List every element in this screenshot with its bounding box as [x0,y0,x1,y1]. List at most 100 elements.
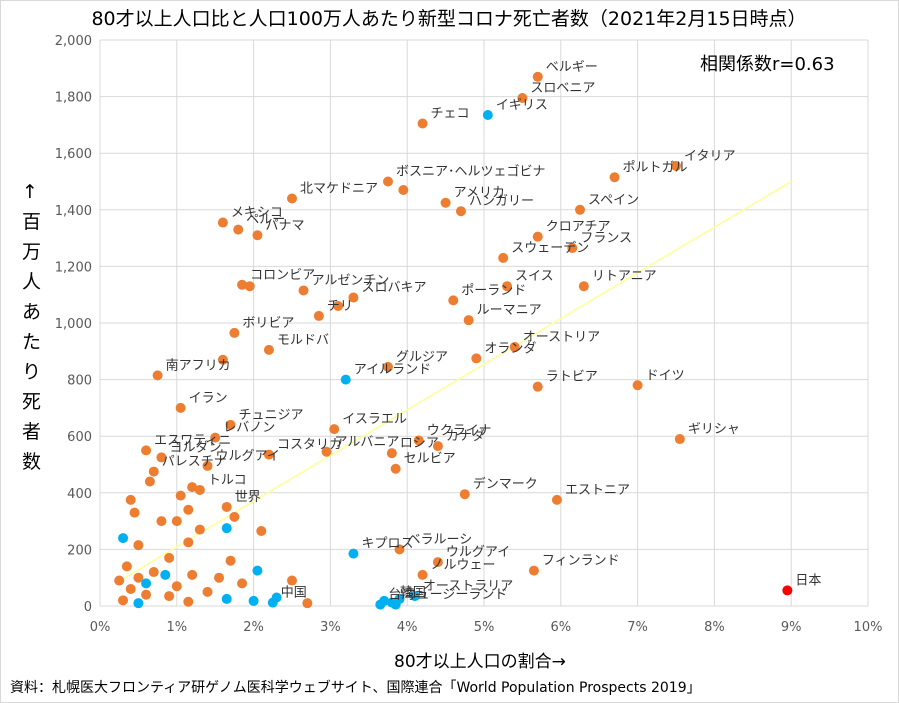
data-point [348,548,359,559]
data-point [194,484,205,495]
point-label: スロベニア [530,81,595,96]
point-label: ロシア [400,436,439,451]
point-label: ボリビア [242,316,294,331]
point-label: リトアニア [592,269,657,284]
data-point [187,482,198,493]
data-point [248,595,259,606]
data-point [141,445,152,456]
point-label: オランダ [484,341,536,356]
data-point [340,374,351,385]
x-tick-label: 8% [704,620,725,635]
data-point [125,494,136,505]
data-point [229,511,240,522]
point-label: ボスニア･ヘルツェゴビナ [396,164,546,180]
data-point [214,572,225,583]
data-point [244,281,255,292]
data-point [459,489,470,500]
data-point [121,561,132,572]
point-label: セルビア [404,452,456,467]
data-point [609,172,620,183]
point-label: 北マケドニア [300,181,378,196]
point-label: スロバキア [361,281,426,296]
data-point [187,569,198,580]
point-label: ベルギー [546,60,598,75]
data-point [432,441,443,452]
y-tick-label: 1,600 [55,147,92,162]
data-point [578,281,589,292]
x-tick-labels: 0% 1% 2% 3% 4% 5% 6% 7% 8% 9% 10% [90,620,883,635]
data-point [532,381,543,392]
point-label: 中国 [281,586,307,601]
point-label: エストニア [565,483,630,498]
y-tick-label: 600 [67,430,92,445]
point-label: ニュージーランド [404,588,508,603]
data-point [133,598,144,609]
data-point [383,176,393,187]
point-label: フランス [580,231,632,246]
data-point [114,575,125,586]
data-point [148,466,159,477]
point-label: ポーランド [461,283,526,298]
point-label: エスワティニ [154,433,231,448]
data-point [532,231,543,242]
data-point [674,434,685,445]
data-point [175,490,186,501]
data-point [502,281,513,292]
data-point [141,578,152,589]
point-label: 韓国 [400,586,426,601]
point-label: 台湾 [388,587,414,603]
point-label: グルジア [396,350,448,365]
point-label: チュニジア [239,408,304,423]
data-point [455,206,466,217]
data-point [287,193,297,204]
data-point [440,197,451,208]
point-label: ポルトガル [623,160,688,175]
point-label: ルーマニア [477,303,542,318]
data-point [256,526,267,537]
point-label: チェコ [431,106,470,121]
point-label: オーストラリア [423,579,513,594]
point-label: アルバニア [335,435,400,450]
point-label: 世界 [235,490,261,505]
data-point [413,435,424,446]
data-point [509,342,520,353]
point-label: ノルウェー [431,558,496,573]
point-label: パナマ [265,218,304,233]
data-point [202,460,213,471]
point-label: コロンビア [250,268,315,283]
data-point [133,572,144,583]
point-label: ウルグアイ [446,545,510,560]
data-point [156,516,167,527]
point-label: コスタリカ [277,438,342,453]
data-point [164,552,175,563]
data-point [532,71,543,82]
data-point [348,292,359,303]
data-point [390,463,401,474]
x-tick-label: 4% [397,620,418,635]
data-point [287,575,297,586]
data-point [175,402,186,413]
point-label: パレスチナ [162,455,227,470]
data-point [432,557,443,568]
y-tick-label: 1,400 [55,204,92,219]
data-point [233,224,244,235]
data-point [398,184,409,195]
x-tick-label: 7% [627,620,648,635]
data-point [782,585,793,596]
y-tick-label: 2,000 [55,34,92,49]
data-point [183,537,194,548]
point-label: ギリシャ [688,422,740,437]
data-point [118,595,129,606]
x-tick-label: 10% [854,620,883,635]
data-point [567,243,578,254]
point-label: スウェーデン [511,240,589,256]
point-label: チリ [327,299,353,314]
point-label: ウクライナ [427,423,492,438]
data-point [375,599,386,610]
y-axis-label: ↑百万人あたり死者数 [22,181,41,473]
y-tick-label: 1,200 [55,260,92,275]
data-point [225,419,236,430]
point-label: スペイン [588,193,639,208]
